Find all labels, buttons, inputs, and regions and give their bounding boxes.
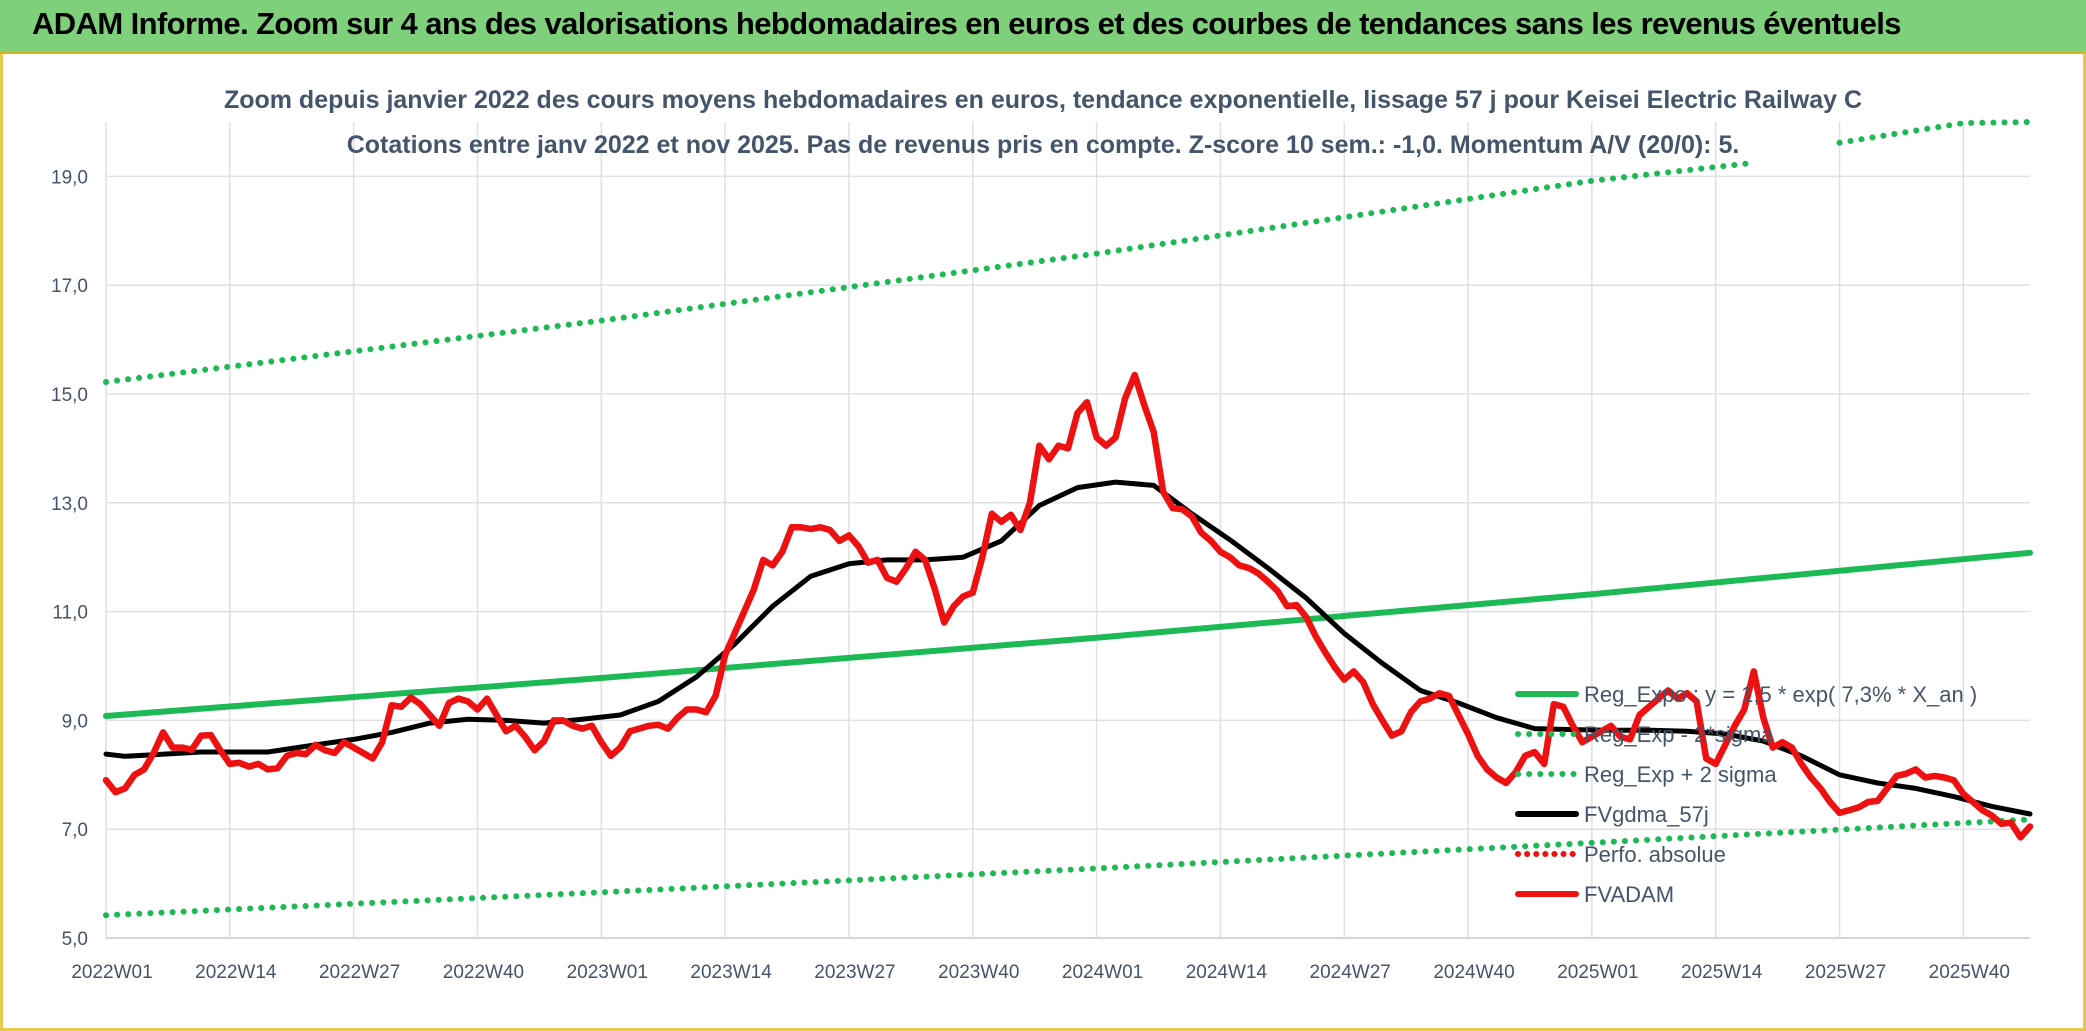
x-tick-label: 2025W14 [1681, 962, 1763, 983]
legend-entry: Reg_Exp - 2*sigma [1584, 722, 1774, 747]
y-tick-label: 7,0 [62, 820, 88, 841]
trend-series [103, 549, 2033, 719]
y-tick-label: 11,0 [52, 603, 88, 624]
x-tick-label: 2022W01 [71, 962, 152, 983]
axes: 5,0 7,0 9,0 11,0 13,0 15,0 17,0 19,0 2022W01 2022… [51, 167, 2030, 983]
y-tick-label: 13,0 [51, 494, 88, 515]
legend-entry: Reg_Exp + 2 sigma [1584, 762, 1777, 787]
series-layer [102, 119, 2034, 919]
y-tick-label: 19,0 [51, 167, 88, 188]
legend-entry: FVADAM [1584, 882, 1674, 907]
x-tick-label: 2025W01 [1557, 962, 1638, 983]
chart-subtitle: Cotations entre janv 2022 et nov 2025. P… [347, 131, 1740, 159]
x-tick-label: 2023W14 [690, 962, 772, 983]
x-tick-label: 2024W14 [1186, 962, 1268, 983]
chart-title: Zoom depuis janvier 2022 des cours moyen… [224, 86, 1862, 114]
grid [105, 122, 2030, 939]
x-tick-label: 2023W01 [567, 962, 648, 983]
x-tick-label: 2024W27 [1310, 962, 1391, 983]
upper-band-series [103, 119, 2033, 385]
x-tick-label: 2024W01 [1062, 962, 1143, 983]
x-tick-label: 2023W40 [938, 962, 1019, 983]
report-title: ADAM Informe. Zoom sur 4 ans des valoris… [32, 6, 1902, 41]
y-tick-label: 17,0 [51, 276, 88, 297]
x-tick-label: 2025W40 [1929, 962, 2010, 983]
legend-entry: Perfo. absolue [1584, 842, 1726, 867]
lower-band-series [103, 816, 2033, 919]
x-tick-label: 2022W40 [443, 962, 524, 983]
legend-entry: FVgdma_57j [1584, 802, 1709, 827]
x-tick-label: 2022W14 [195, 962, 277, 983]
report-banner: ADAM Informe. Zoom sur 4 ans des valoris… [0, 0, 2086, 54]
x-tick-label: 2025W27 [1805, 962, 1886, 983]
x-tick-label: 2022W27 [319, 962, 400, 983]
legend: Reg_Expo : y = 1,5 * exp( 7,3% * X_an ) R… [1515, 682, 1977, 907]
legend-entry: Reg_Expo : y = 1,5 * exp( 7,3% * X_an ) [1584, 682, 1977, 707]
x-tick-label: 2024W40 [1433, 962, 1514, 983]
chart-frame [0, 54, 2086, 1031]
y-tick-label: 9,0 [62, 711, 88, 732]
x-tick-label: 2023W27 [814, 962, 895, 983]
y-tick-label: 15,0 [51, 385, 88, 406]
adam-series [102, 371, 2034, 841]
y-tick-label: 5,0 [62, 929, 88, 950]
